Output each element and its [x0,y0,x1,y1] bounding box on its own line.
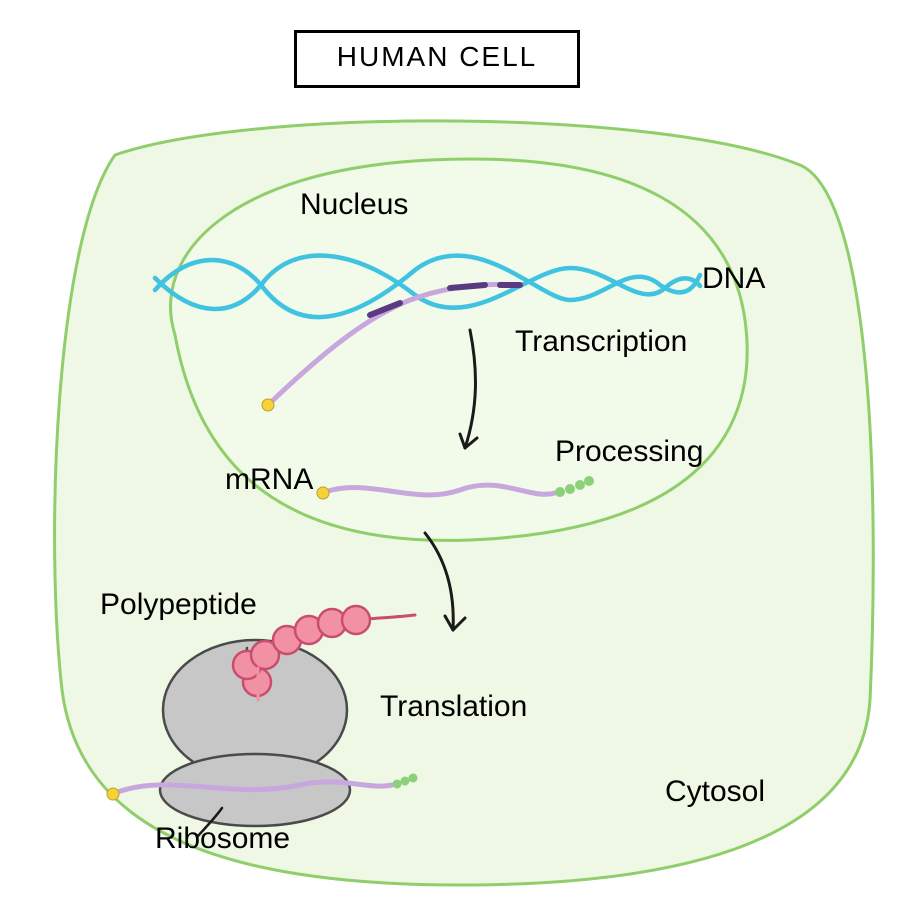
amino-acid-bead [318,609,346,637]
label-polypeptide: Polypeptide [100,588,257,622]
amino-acid-bead [243,668,271,696]
diagram-canvas: HUMAN CELL [0,0,903,909]
title-text: HUMAN CELL [337,41,537,72]
polyA-dot [565,484,575,494]
ribosome-mrna-cap [107,788,119,800]
polyA-dot [409,774,418,783]
pre-mrna-exon [370,303,400,315]
amino-acid-bead [342,606,370,634]
polypeptide-connector [247,620,356,682]
arrow-translation [425,533,453,630]
mrna-tail [555,476,594,497]
arrow-translation-head [445,616,465,630]
mrna-cap [317,487,329,499]
ribosome-mrna-tail [393,774,418,789]
pre-mrna-exons [370,285,520,315]
polyA-dot [555,487,565,497]
label-transcription: Transcription [515,325,687,359]
amino-acid-bead [273,626,301,654]
polyA-dot [575,480,585,490]
ribosome-large [163,640,347,780]
polyA-dot [401,777,410,786]
cell-membrane [55,121,874,885]
pre-mrna-strand [270,284,520,403]
pre-mrna-exon [450,285,485,288]
label-ribosome: Ribosome [155,822,290,856]
dna-strand-2 [155,256,700,309]
label-processing: Processing [555,435,703,469]
dna-strand-1 [155,256,700,317]
amino-acid-bead [295,616,323,644]
amino-acid-bead [251,641,279,669]
polyA-dot [584,476,594,486]
label-dna: DNA [702,262,765,296]
polypeptide-tail [356,615,415,620]
label-translation: Translation [380,690,527,724]
arrow-transcription-head [460,434,477,448]
ribosome-notch [247,645,270,670]
diagram-svg [0,0,903,909]
pre-mrna-cap [262,399,274,411]
label-cytosol: Cytosol [665,775,765,809]
label-mrna: mRNA [225,463,313,497]
mrna-strand [325,485,555,495]
arrow-transcription [465,330,475,448]
ribosome-mrna [115,782,392,793]
label-nucleus: Nucleus [300,188,408,222]
ribosome-small [160,754,350,826]
title-box: HUMAN CELL [294,30,580,88]
amino-acid-bead [233,651,261,679]
polyA-dot [393,780,402,789]
